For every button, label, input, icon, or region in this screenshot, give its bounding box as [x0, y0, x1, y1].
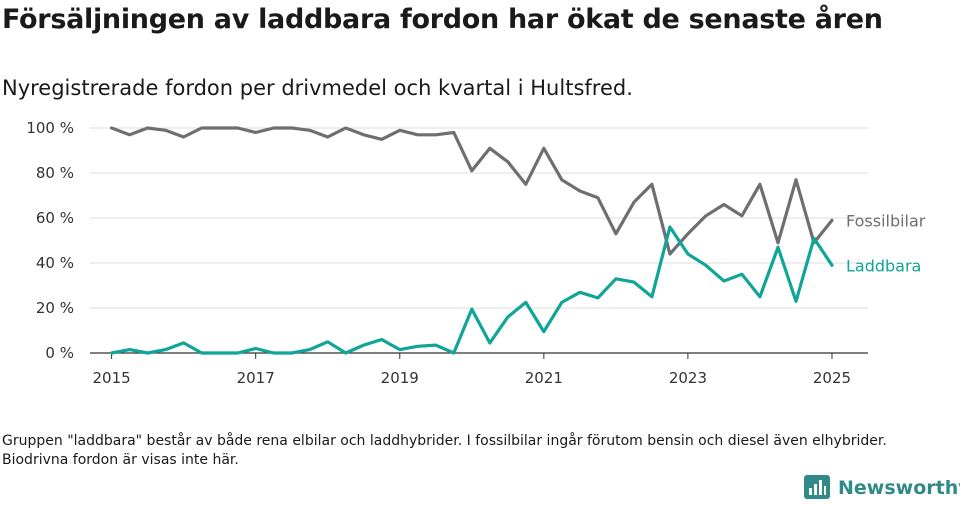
footnote: Gruppen "laddbara" består av både rena e… — [2, 433, 887, 468]
x-tick-label: 2025 — [813, 369, 851, 387]
y-tick-label: 40 % — [36, 254, 74, 272]
x-tick-label: 2023 — [669, 369, 707, 387]
series-line-fossilbilar — [109, 126, 834, 256]
y-tick-label: 0 % — [45, 344, 74, 362]
y-tick-label: 100 % — [26, 119, 74, 137]
newsworthy-logo-icon — [804, 475, 830, 499]
brand-name: Newsworthy — [838, 477, 960, 499]
series-label-fossilbilar: Fossilbilar — [846, 211, 926, 230]
chart-title: Försäljningen av laddbara fordon har öka… — [2, 4, 883, 35]
y-tick-label: 20 % — [36, 299, 74, 317]
y-tick-label: 60 % — [36, 209, 74, 227]
x-tick-label: 2021 — [525, 369, 563, 387]
series-label-laddbara: Laddbara — [846, 256, 921, 275]
x-tick-label: 2017 — [237, 369, 275, 387]
x-tick-label: 2015 — [93, 369, 131, 387]
chart-subtitle: Nyregistrerade fordon per drivmedel och … — [2, 76, 633, 100]
x-tick-label: 2019 — [381, 369, 419, 387]
brand-logo[interactable]: Newsworthy — [804, 475, 960, 501]
y-tick-label: 80 % — [36, 164, 74, 182]
series-line-laddbara — [109, 225, 834, 355]
